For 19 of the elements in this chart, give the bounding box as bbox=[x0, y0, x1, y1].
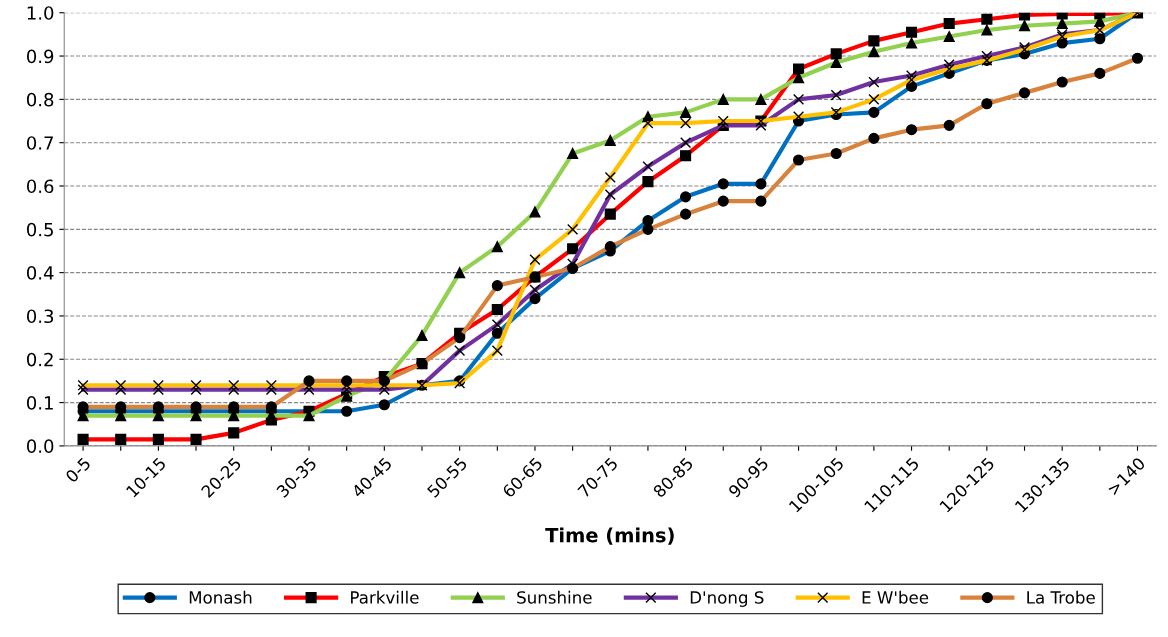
legend-label: Sunshine bbox=[517, 590, 592, 604]
y-tick-label: 0.9 bbox=[26, 49, 54, 64]
x-tick-label: 0-5 bbox=[64, 456, 92, 484]
y-tick-label: 1.0 bbox=[27, 6, 54, 20]
y-tick-label: 0.5 bbox=[26, 222, 53, 237]
y-tick-label: 0.0 bbox=[26, 439, 54, 454]
y-tick-label: 0.4 bbox=[26, 266, 54, 280]
y-tick-label: 0.7 bbox=[26, 136, 53, 150]
y-tick-label: 0.3 bbox=[26, 309, 54, 324]
y-tick-label: 0.6 bbox=[26, 179, 54, 194]
y-tick-label: 0.8 bbox=[26, 92, 54, 107]
y-tick-label: 0.1 bbox=[26, 396, 53, 410]
legend-label: E W'bee bbox=[862, 590, 929, 604]
legend-label: Monash bbox=[189, 590, 252, 604]
legend-label: Parkville bbox=[351, 590, 419, 604]
legend-label: D'nong S bbox=[690, 591, 764, 607]
legend-label: La Trobe bbox=[1027, 590, 1095, 604]
y-tick-label: 0.2 bbox=[26, 352, 53, 367]
x-axis-title: Time (mins) bbox=[545, 527, 674, 545]
